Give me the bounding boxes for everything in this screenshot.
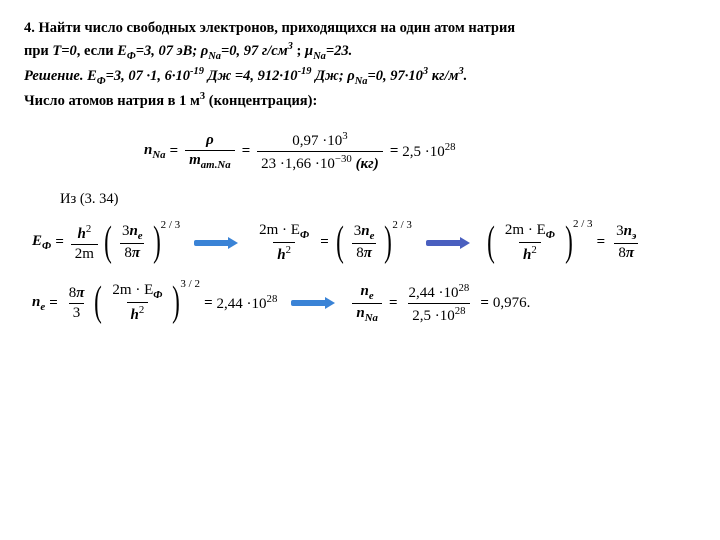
sol-ef-unit: Дж =4, 912·10 bbox=[204, 68, 298, 84]
equation-ef: EФ = h2 2m ( 3ne 8π ) 2 / 3 2m · EФ h2 =… bbox=[32, 222, 696, 264]
mu-val: =23. bbox=[326, 43, 352, 59]
semi: ; bbox=[297, 43, 305, 59]
t0: Т=0 bbox=[52, 43, 76, 59]
sol-ef-exp: -19 bbox=[190, 66, 204, 77]
sol-ef-val: =3, 07 ·1, 6·10 bbox=[106, 68, 190, 84]
mu-sym: μ bbox=[305, 43, 313, 59]
frac-3ne-8pi-rhs: 3nэ 8π bbox=[612, 223, 640, 262]
frac-rho-m: ρ mат.Na bbox=[185, 132, 235, 171]
paren-2mef-h2-32: ( 2m · EФ h2 ) 3 / 2 bbox=[91, 282, 200, 324]
sol-rho-val: =0, 97·10 bbox=[368, 68, 423, 84]
frac-ne-nna: ne nNa bbox=[352, 283, 382, 324]
paren-2mef-h2: ( 2m · EФ h2 ) 2 / 3 bbox=[484, 222, 593, 264]
sol-rho-sym: ρ bbox=[347, 68, 354, 84]
frac-2mef-h2: 2m · EФ h2 bbox=[255, 222, 313, 264]
paren-3ne-8pi-2: ( 3ne 8π ) 2 / 3 bbox=[333, 223, 412, 262]
rho-exp: 3 bbox=[288, 41, 293, 52]
equation-nna: nNa = ρ mат.Na = 0,97 ·103 23 ·1,66 ·10−… bbox=[144, 130, 696, 173]
sol-ef-sub: Ф bbox=[97, 76, 106, 87]
ne-lhs: ne bbox=[32, 294, 45, 313]
rho-val: =0, 97 г/см bbox=[221, 43, 288, 59]
ne-value: 2,44 ·1028 bbox=[217, 293, 278, 313]
nna-result: 2,5 ·1028 bbox=[402, 141, 455, 161]
ef-val: =3, 07 эВ; bbox=[136, 43, 201, 59]
ef-lhs: EФ bbox=[32, 233, 51, 252]
solution-label: Решение. bbox=[24, 68, 83, 84]
line4-b: (концентрация): bbox=[205, 93, 317, 109]
nna-lhs: nNa bbox=[144, 142, 166, 161]
mu-sub: Na bbox=[313, 51, 326, 62]
paren-3ne-8pi: ( 3ne 8π ) 2 / 3 bbox=[101, 223, 180, 262]
arrow-icon bbox=[291, 297, 335, 309]
equation-ne: ne = 8π 3 ( 2m · EФ h2 ) 3 / 2 = 2,44 ·1… bbox=[32, 282, 696, 325]
frac-numeric: 0,97 ·103 23 ·1,66 ·10−30 (кг) bbox=[257, 130, 383, 173]
rho-sub: Na bbox=[208, 51, 221, 62]
ef-sub: Ф bbox=[127, 51, 136, 62]
t0-prefix: при bbox=[24, 43, 52, 59]
sol-rho-unit: кг/м bbox=[428, 68, 458, 84]
arrow-icon bbox=[426, 237, 470, 249]
final-result: 0,976. bbox=[493, 295, 531, 312]
frac-ratio-numeric: 2,44 ·1028 2,5 ·1028 bbox=[404, 282, 473, 325]
sol-ef-exp2: -19 bbox=[298, 66, 312, 77]
t0-suffix: , если bbox=[77, 43, 117, 59]
sol-ef-unit2: Дж; bbox=[311, 68, 347, 84]
problem-line1: 4. Найти число свободных электронов, при… bbox=[24, 20, 515, 36]
ef-sym: Е bbox=[117, 43, 127, 59]
arrow-icon bbox=[194, 237, 238, 249]
reference-334: Из (3. 34) bbox=[60, 191, 696, 208]
sol-rho-dot: . bbox=[464, 68, 468, 84]
sol-ef-sym: Е bbox=[87, 68, 97, 84]
sol-rho-sub: Na bbox=[355, 76, 368, 87]
frac-8pi-3: 8π 3 bbox=[65, 285, 89, 322]
line4: Число атомов натрия в 1 м bbox=[24, 93, 200, 109]
frac-h2-2m: h2 2m bbox=[71, 223, 98, 263]
problem-statement: 4. Найти число свободных электронов, при… bbox=[24, 18, 696, 112]
